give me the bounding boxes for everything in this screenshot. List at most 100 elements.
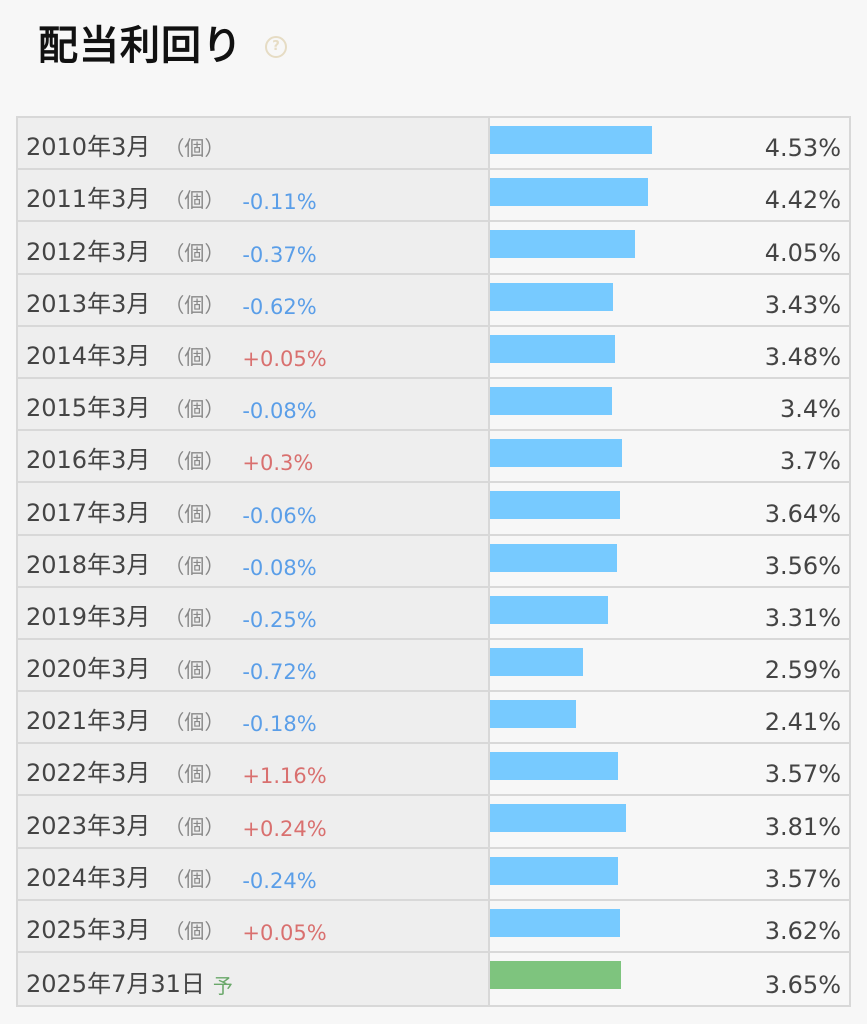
row-value-cell: 3.43% xyxy=(490,274,849,325)
table-row: 2014年3月 （個） +0.05% 3.48% xyxy=(18,326,849,379)
yield-value: 3.43% xyxy=(764,290,841,319)
change-label: +0.24% xyxy=(242,816,327,841)
table-row: 2011年3月 （個） -0.11% 4.42% xyxy=(18,170,849,223)
row-value-cell: 3.56% xyxy=(490,535,849,586)
row-label-cell: 2022年3月 （個） +1.16% xyxy=(18,744,490,795)
row-label-cell: 2014年3月 （個） +0.05% xyxy=(18,326,490,377)
row-label-cell: 2021年3月 （個） -0.18% xyxy=(18,692,490,743)
row-label-cell: 2011年3月 （個） -0.11% xyxy=(18,170,490,221)
yield-value: 3.31% xyxy=(764,603,841,632)
yield-bar xyxy=(490,856,618,885)
table-row: 2017年3月 （個） -0.06% 3.64% xyxy=(18,483,849,536)
change-label: -0.06% xyxy=(242,503,317,528)
change-label: +0.05% xyxy=(242,921,327,945)
yield-bar xyxy=(490,386,612,415)
table-row: 2016年3月 （個） +0.3% 3.7% xyxy=(18,431,849,484)
yield-bar xyxy=(490,178,649,207)
yield-bar xyxy=(490,230,635,259)
row-value-cell: 4.42% xyxy=(490,170,849,221)
period-label: 2016年3月 xyxy=(26,446,151,475)
unit-label: （個） xyxy=(164,710,225,735)
row-label-cell: 2025年3月 （個） +0.05% xyxy=(18,900,490,951)
period-label: 2023年3月 xyxy=(26,811,151,840)
yield-bar xyxy=(490,595,609,624)
yield-value: 4.53% xyxy=(764,134,841,163)
row-label-cell: 2018年3月 （個） -0.08% xyxy=(18,535,490,586)
unit-label: （個） xyxy=(164,292,225,317)
row-value-cell: 4.05% xyxy=(490,222,849,273)
unit-label: （個） xyxy=(164,449,225,474)
row-value-cell: 3.64% xyxy=(490,483,849,534)
row-label-cell: 2010年3月 （個） xyxy=(18,118,490,169)
yield-bar xyxy=(490,700,577,729)
period-label: 2011年3月 xyxy=(26,185,151,214)
period-label: 2017年3月 xyxy=(26,498,151,527)
unit-label: （個） xyxy=(164,136,225,161)
change-label: -0.25% xyxy=(242,607,317,632)
unit-label: （個） xyxy=(164,814,225,839)
row-value-cell: 3.7% xyxy=(490,431,849,482)
unit-label: （個） xyxy=(164,188,225,213)
unit-label: （個） xyxy=(164,762,225,787)
table-row: 2012年3月 （個） -0.37% 4.05% xyxy=(18,222,849,275)
table-row: 2024年3月 （個） -0.24% 3.57% xyxy=(18,848,849,901)
period-label: 2012年3月 xyxy=(26,237,151,266)
yield-bar xyxy=(490,126,652,154)
period-label: 2021年3月 xyxy=(26,707,151,736)
change-label: +0.05% xyxy=(242,346,327,371)
yield-value: 3.56% xyxy=(764,551,841,580)
unit-label: （個） xyxy=(164,397,225,422)
row-value-cell: 3.4% xyxy=(490,378,849,430)
row-value-cell: 2.59% xyxy=(490,639,849,691)
change-label: -0.24% xyxy=(242,868,317,893)
table-row: 2020年3月 （個） -0.72% 2.59% xyxy=(18,639,849,693)
period-label: 2015年3月 xyxy=(26,394,151,423)
table-row: 2022年3月 （個） +1.16% 3.57% xyxy=(18,744,849,797)
change-label: +1.16% xyxy=(242,764,327,789)
change-label: -0.37% xyxy=(242,242,317,267)
yield-value: 3.62% xyxy=(764,917,841,945)
unit-label: （個） xyxy=(164,919,225,943)
title-area: 配当利回り ? xyxy=(38,12,287,72)
dividend-yield-table: 2010年3月 （個） 4.53% 2011年3月 （個） -0.11% 4.42% 2012… xyxy=(16,116,851,1008)
yield-bar xyxy=(490,439,623,468)
table-row: 2021年3月 （個） -0.18% 2.41% xyxy=(18,692,849,745)
unit-label: （個） xyxy=(164,658,225,683)
yield-bar xyxy=(490,543,618,572)
row-label-cell: 2025年7月31日予 xyxy=(18,953,490,1006)
row-value-cell: 3.31% xyxy=(490,587,849,638)
yield-bar xyxy=(490,752,618,781)
yield-value: 4.42% xyxy=(764,186,841,215)
unit-label: （個） xyxy=(164,866,225,891)
yield-value: 3.57% xyxy=(764,760,841,789)
unit-label: （個） xyxy=(164,501,225,526)
yield-value: 3.4% xyxy=(780,395,841,424)
yield-value: 4.05% xyxy=(764,238,841,267)
row-label-cell: 2013年3月 （個） -0.62% xyxy=(18,274,490,325)
period-label: 2022年3月 xyxy=(26,759,151,788)
row-value-cell: 3.57% xyxy=(490,744,849,795)
yield-bar xyxy=(490,647,583,676)
period-label: 2025年3月 xyxy=(26,916,151,944)
unit-label: （個） xyxy=(164,240,225,265)
change-label: -0.08% xyxy=(242,399,317,424)
yield-bar xyxy=(490,908,620,937)
yield-bar xyxy=(490,334,615,363)
unit-label: （個） xyxy=(164,344,225,369)
table-row: 2019年3月 （個） -0.25% 3.31% xyxy=(18,587,849,640)
period-label: 2020年3月 xyxy=(26,655,151,684)
table-row: 2025年7月31日予 3.65% xyxy=(18,953,849,1006)
yield-bar xyxy=(490,282,613,311)
page-title: 配当利回り xyxy=(38,23,243,69)
period-label: 2014年3月 xyxy=(26,341,151,370)
change-label: -0.72% xyxy=(242,660,317,685)
yield-bar xyxy=(490,491,621,520)
forecast-badge: 予 xyxy=(212,974,233,999)
row-label-cell: 2015年3月 （個） -0.08% xyxy=(18,378,490,430)
row-label-cell: 2016年3月 （個） +0.3% xyxy=(18,431,490,482)
yield-value: 3.81% xyxy=(764,812,841,841)
period-label: 2018年3月 xyxy=(26,550,151,579)
row-label-cell: 2020年3月 （個） -0.72% xyxy=(18,639,490,691)
help-icon[interactable]: ? xyxy=(265,36,287,58)
